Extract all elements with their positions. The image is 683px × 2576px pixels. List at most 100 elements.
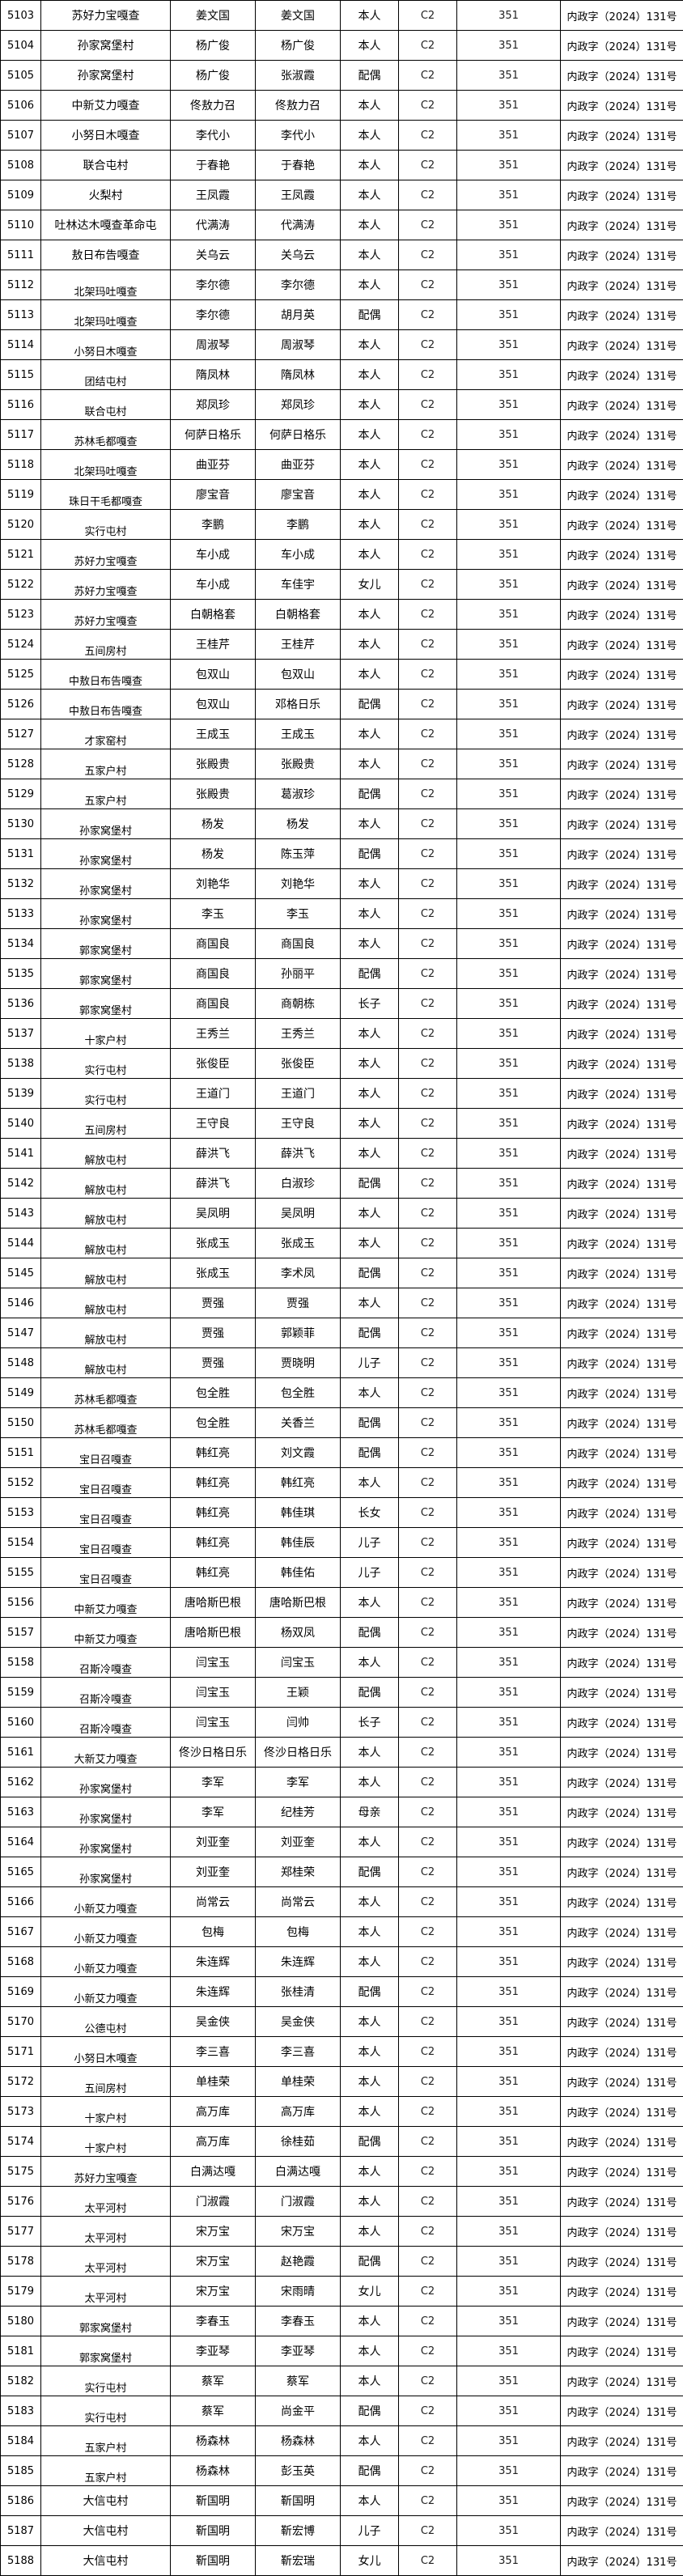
household-head-cell: 吴凤明	[170, 1198, 256, 1229]
license-class-cell: C2	[398, 2276, 457, 2307]
row-number-cell: 5175	[0, 2156, 41, 2187]
license-class-cell: C2	[398, 0, 457, 31]
document-ref-cell: 内政字（2024）131号	[560, 1258, 683, 1288]
row-number-cell: 5117	[0, 419, 41, 450]
village-cell: 解放屯村	[40, 1258, 171, 1288]
license-class-cell: C2	[398, 1677, 457, 1708]
village-cell: 孙家窝堡村	[40, 808, 171, 839]
license-class-cell: C2	[398, 659, 457, 690]
village-cell: 小新艾力嘎查	[40, 1976, 171, 2007]
member-name-cell: 蔡军	[255, 2366, 341, 2396]
license-class-cell: C2	[398, 1318, 457, 1348]
table-row: 5185 五家户村 杨森林 彭玉英 配偶 C2 351 内政字（2024）131号	[0, 2455, 683, 2486]
village-cell: 苏林毛都嘎查	[40, 1377, 171, 1408]
license-class-cell: C2	[398, 2006, 457, 2037]
row-number-cell: 5128	[0, 749, 41, 779]
document-ref-cell: 内政字（2024）131号	[560, 1377, 683, 1408]
document-ref-cell: 内政字（2024）131号	[560, 2126, 683, 2157]
document-ref-cell: 内政字（2024）131号	[560, 120, 683, 151]
document-ref-cell: 内政字（2024）131号	[560, 2306, 683, 2336]
license-class-cell: C2	[398, 2425, 457, 2456]
table-row: 5131 孙家窝堡村 杨发 陈玉萍 配偶 C2 351 内政字（2024）131号	[0, 838, 683, 869]
household-head-cell: 佟敖力召	[170, 90, 256, 121]
row-number-cell: 5116	[0, 389, 41, 420]
amount-cell: 351	[456, 2545, 561, 2576]
table-row: 5186 大信屯村 靳国明 靳国明 本人 C2 351 内政字（2024）131号	[0, 2485, 683, 2516]
member-name-cell: 朱连辉	[255, 1946, 341, 1977]
household-head-cell: 商国良	[170, 958, 256, 989]
relation-cell: 本人	[340, 0, 399, 31]
table-row: 5179 太平河村 宋万宝 宋雨晴 女儿 C2 351 内政字（2024）131号	[0, 2276, 683, 2307]
document-ref-cell: 内政字（2024）131号	[560, 1946, 683, 1977]
amount-cell: 351	[456, 329, 561, 360]
household-head-cell: 李尔德	[170, 299, 256, 330]
row-number-cell: 5143	[0, 1198, 41, 1229]
license-class-cell: C2	[398, 60, 457, 91]
license-class-cell: C2	[398, 928, 457, 959]
relation-cell: 长子	[340, 988, 399, 1019]
village-cell: 苏好力宝嘎查	[40, 539, 171, 570]
member-name-cell: 葛淑珍	[255, 779, 341, 809]
household-head-cell: 宋万宝	[170, 2246, 256, 2277]
household-head-cell: 何萨日格乐	[170, 419, 256, 450]
amount-cell: 351	[456, 838, 561, 869]
row-number-cell: 5180	[0, 2306, 41, 2336]
license-class-cell: C2	[398, 2545, 457, 2576]
document-ref-cell: 内政字（2024）131号	[560, 928, 683, 959]
member-name-cell: 商国良	[255, 928, 341, 959]
document-ref-cell: 内政字（2024）131号	[560, 1767, 683, 1797]
document-ref-cell: 内政字（2024）131号	[560, 1737, 683, 1768]
table-row: 5169 小新艾力嘎查 朱连辉 张桂清 配偶 C2 351 内政字（2024）131号	[0, 1976, 683, 2007]
relation-cell: 配偶	[340, 1617, 399, 1648]
document-ref-cell: 内政字（2024）131号	[560, 2006, 683, 2037]
member-name-cell: 靳宏博	[255, 2515, 341, 2546]
row-number-cell: 5114	[0, 329, 41, 360]
village-cell: 苏好力宝嘎查	[40, 599, 171, 630]
table-row: 5123 苏好力宝嘎查 白朝格套 白朝格套 本人 C2 351 内政字（2024）131号	[0, 599, 683, 630]
relation-cell: 本人	[340, 210, 399, 240]
relation-cell: 本人	[340, 1587, 399, 1618]
license-class-cell: C2	[398, 898, 457, 929]
license-class-cell: C2	[398, 569, 457, 600]
household-head-cell: 曲亚芬	[170, 449, 256, 480]
household-head-cell: 张成玉	[170, 1228, 256, 1258]
table-row: 5153 宝日召嘎查 韩红亮 韩佳琪 长女 C2 351 内政字（2024）131号	[0, 1497, 683, 1528]
table-row: 5175 苏好力宝嘎查 白满达嘎 白满达嘎 本人 C2 351 内政字（2024）131号	[0, 2156, 683, 2187]
document-ref-cell: 内政字（2024）131号	[560, 2545, 683, 2576]
license-class-cell: C2	[398, 509, 457, 540]
row-number-cell: 5109	[0, 180, 41, 210]
village-cell: 孙家窝堡村	[40, 868, 171, 899]
license-class-cell: C2	[398, 2096, 457, 2127]
table-row: 5146 解放屯村 贾强 贾强 本人 C2 351 内政字（2024）131号	[0, 1288, 683, 1318]
household-head-cell: 韩红亮	[170, 1437, 256, 1468]
license-class-cell: C2	[398, 1228, 457, 1258]
relation-cell: 配偶	[340, 1677, 399, 1708]
row-number-cell: 5173	[0, 2096, 41, 2127]
row-number-cell: 5103	[0, 0, 41, 31]
license-class-cell: C2	[398, 389, 457, 420]
row-number-cell: 5124	[0, 629, 41, 660]
village-cell: 小努日木嘎查	[40, 120, 171, 151]
table-row: 5145 解放屯村 张成玉 李术凤 配偶 C2 351 内政字（2024）131号	[0, 1258, 683, 1288]
row-number-cell: 5112	[0, 269, 41, 300]
amount-cell: 351	[456, 1407, 561, 1438]
village-cell: 宝日召嘎查	[40, 1497, 171, 1528]
village-cell: 中新艾力嘎查	[40, 1617, 171, 1648]
village-cell: 才家窑村	[40, 719, 171, 749]
household-head-cell: 包梅	[170, 1916, 256, 1947]
member-name-cell: 李鹏	[255, 509, 341, 540]
document-ref-cell: 内政字（2024）131号	[560, 1467, 683, 1498]
member-name-cell: 门淑霞	[255, 2186, 341, 2217]
document-ref-cell: 内政字（2024）131号	[560, 1347, 683, 1378]
license-class-cell: C2	[398, 240, 457, 270]
row-number-cell: 5110	[0, 210, 41, 240]
member-name-cell: 李尔德	[255, 269, 341, 300]
amount-cell: 351	[456, 30, 561, 61]
table-row: 5124 五间房村 王桂芹 王桂芹 本人 C2 351 内政字（2024）131号	[0, 629, 683, 660]
amount-cell: 351	[456, 659, 561, 690]
member-name-cell: 白淑珍	[255, 1168, 341, 1199]
document-ref-cell: 内政字（2024）131号	[560, 329, 683, 360]
household-head-cell: 李春玉	[170, 2306, 256, 2336]
member-name-cell: 靳国明	[255, 2485, 341, 2516]
amount-cell: 351	[456, 269, 561, 300]
